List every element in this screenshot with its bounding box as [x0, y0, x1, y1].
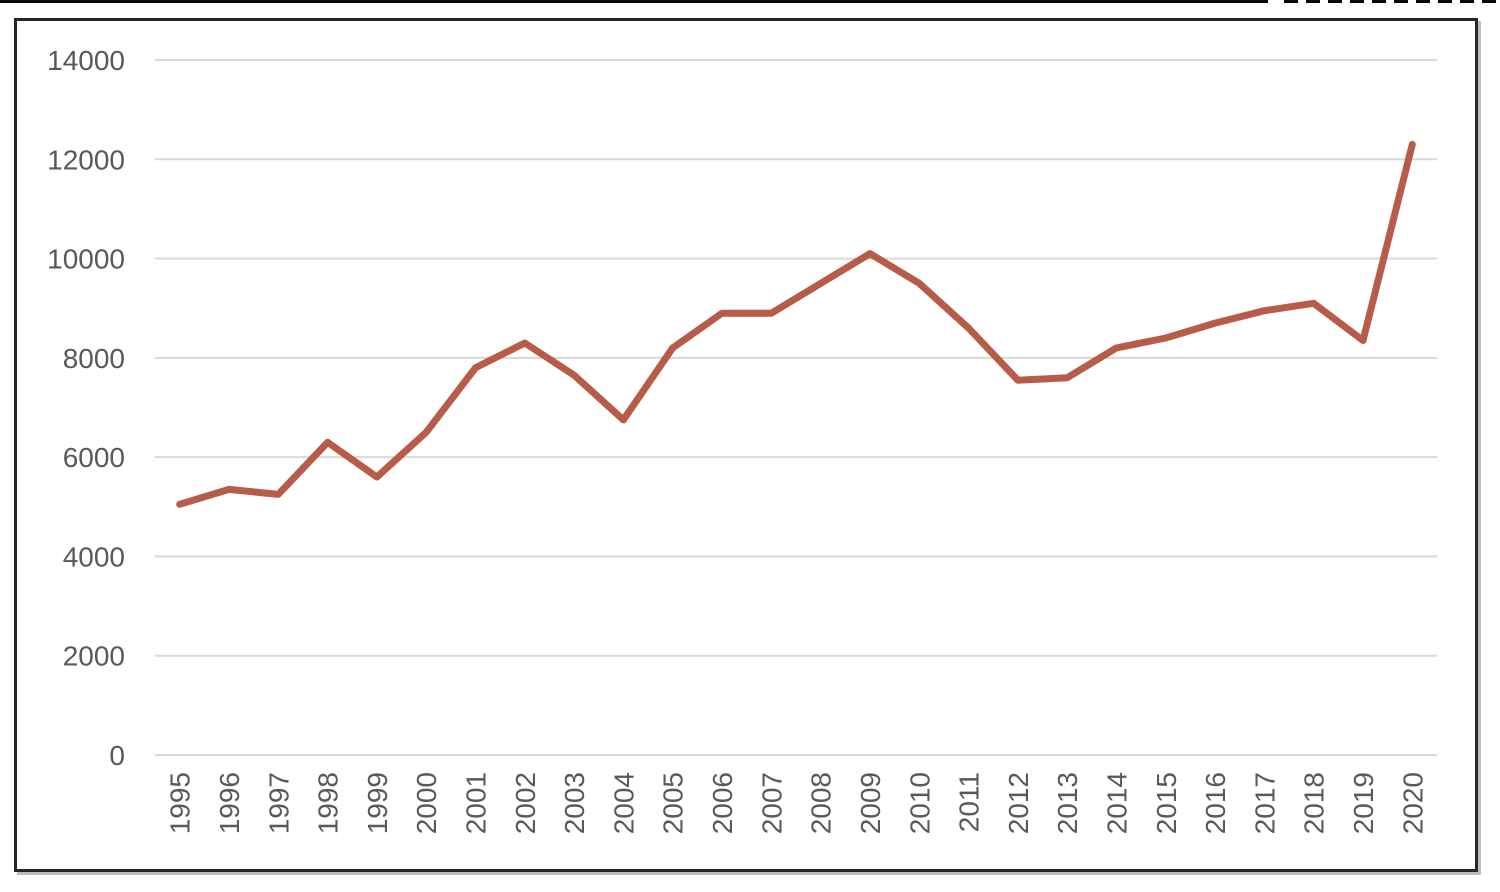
x-tick-label: 2003 — [559, 772, 590, 834]
y-tick-label: 4000 — [63, 541, 125, 572]
x-tick-label: 2019 — [1348, 772, 1379, 834]
x-tick-label: 2018 — [1299, 772, 1330, 834]
x-tick-label: 2020 — [1397, 772, 1428, 834]
x-tick-label: 2016 — [1200, 772, 1231, 834]
y-tick-label: 8000 — [63, 343, 125, 374]
x-tick-label: 2005 — [658, 772, 689, 834]
x-tick-label: 2009 — [855, 772, 886, 834]
x-tick-label: 1995 — [165, 772, 196, 834]
y-tick-label: 12000 — [47, 144, 125, 175]
line-chart: 0 2000 4000 6000 8000 10000 12000 14000 1995 1996… — [47, 45, 1437, 834]
x-tick-label: 2006 — [707, 772, 738, 834]
page-top-border-line — [0, 0, 1268, 3]
x-tick-label: 2002 — [510, 772, 541, 834]
x-tick-label: 2004 — [608, 772, 639, 834]
x-tick-label: 2010 — [904, 772, 935, 834]
y-tick-label: 10000 — [47, 244, 125, 275]
x-tick-label: 2012 — [1003, 772, 1034, 834]
x-tick-label: 1999 — [362, 772, 393, 834]
y-tick-label: 6000 — [63, 442, 125, 473]
x-tick-label: 2017 — [1249, 772, 1280, 834]
x-tick-label: 2001 — [461, 772, 492, 834]
x-tick-label: 1998 — [313, 772, 344, 834]
x-tick-label: 2008 — [806, 772, 837, 834]
x-tick-label: 1996 — [214, 772, 245, 834]
x-tick-label: 2013 — [1052, 772, 1083, 834]
y-tick-label: 2000 — [63, 641, 125, 672]
x-tick-label: 2000 — [411, 772, 442, 834]
x-tick-label: 2014 — [1102, 772, 1133, 834]
x-tick-label: 1997 — [263, 772, 294, 834]
x-tick-label: 2011 — [954, 772, 985, 832]
chart-frame: 0 2000 4000 6000 8000 10000 12000 14000 1995 1996… — [14, 18, 1478, 872]
x-tick-label: 2015 — [1151, 772, 1182, 834]
x-tick-label: 2007 — [756, 772, 787, 834]
y-tick-label: 0 — [109, 740, 125, 771]
y-tick-label: 14000 — [47, 45, 125, 76]
data-series-line — [176, 140, 1416, 508]
page-top-border-dashes — [1284, 0, 1500, 3]
